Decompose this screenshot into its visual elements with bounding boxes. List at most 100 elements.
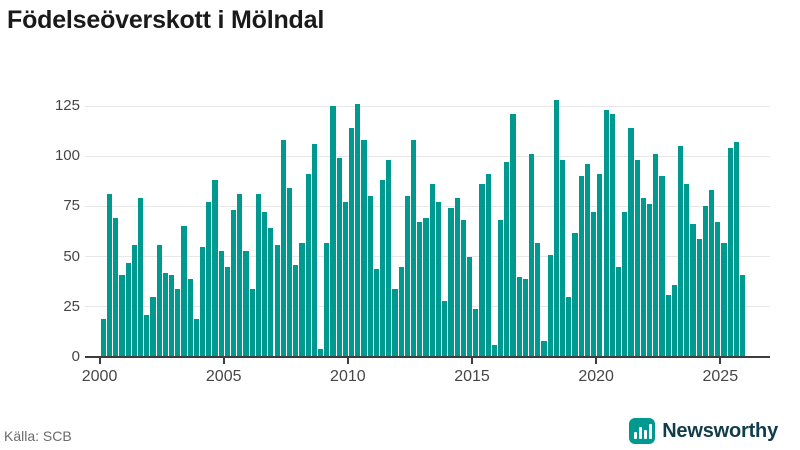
bar — [653, 154, 659, 357]
bar — [268, 228, 274, 357]
bar — [411, 140, 417, 357]
y-axis-label: 50 — [63, 247, 80, 265]
bar — [398, 266, 404, 357]
bar — [168, 274, 175, 357]
bar — [591, 212, 597, 357]
bar — [113, 218, 119, 357]
bar — [740, 274, 746, 357]
bar — [733, 142, 740, 357]
bar — [119, 274, 125, 357]
axis-tick — [98, 358, 101, 364]
x-axis-label: 2015 — [454, 368, 490, 385]
bar — [286, 188, 293, 357]
bar — [547, 254, 553, 357]
bar — [361, 140, 367, 357]
bar — [249, 288, 255, 357]
bar — [609, 114, 615, 357]
y-axis-label: 75 — [63, 197, 80, 215]
bar — [597, 174, 603, 357]
bar — [293, 264, 299, 357]
bar — [479, 184, 485, 357]
bar — [125, 262, 131, 357]
bar — [677, 146, 684, 357]
bar — [442, 300, 448, 357]
bar — [646, 204, 653, 357]
bar — [615, 266, 622, 357]
bar — [460, 220, 466, 357]
bar — [137, 198, 144, 357]
axis-baseline — [85, 356, 770, 358]
y-axis-label: 100 — [54, 147, 80, 165]
bar — [721, 242, 727, 357]
newsworthy-logo[interactable]: Newsworthy — [629, 418, 778, 444]
bar — [491, 344, 497, 357]
bar — [181, 226, 187, 357]
axis-tick — [595, 358, 598, 364]
gridline — [85, 155, 770, 157]
bar — [473, 308, 479, 357]
bar — [243, 250, 249, 357]
bar — [553, 99, 560, 357]
bar — [628, 128, 634, 357]
bar — [535, 242, 541, 357]
bar — [175, 288, 181, 357]
bar — [262, 212, 268, 357]
x-axis-label: 2025 — [702, 368, 739, 385]
bar — [684, 184, 690, 357]
axis-tick — [222, 358, 225, 364]
bar — [454, 198, 460, 357]
bar — [516, 276, 522, 357]
bar — [200, 246, 206, 357]
bar — [634, 160, 640, 357]
bar — [584, 164, 591, 357]
x-axis-label: 2020 — [578, 368, 614, 385]
bar — [423, 218, 429, 357]
bar — [156, 244, 162, 357]
bar — [106, 194, 113, 357]
bar — [355, 103, 361, 357]
bar — [497, 220, 504, 357]
bar — [417, 222, 423, 357]
bar — [100, 318, 106, 357]
bar — [324, 242, 330, 357]
bar — [231, 210, 237, 357]
bar — [336, 158, 342, 357]
bar — [206, 202, 212, 357]
bar — [144, 314, 150, 357]
x-axis-label: 2005 — [205, 368, 242, 385]
bar — [212, 180, 218, 357]
axis-tick — [471, 358, 473, 364]
bar — [187, 278, 193, 357]
bar — [640, 198, 646, 357]
source-note: Källa: SCB — [4, 428, 72, 444]
bar — [665, 294, 671, 357]
bar — [541, 340, 547, 357]
bar — [380, 180, 386, 357]
bar — [237, 194, 243, 357]
bar — [560, 160, 566, 357]
bar — [193, 318, 199, 357]
bar — [578, 176, 584, 357]
bar — [349, 128, 355, 357]
bar — [504, 162, 510, 357]
bar — [696, 238, 702, 357]
bar — [330, 106, 336, 357]
bar — [218, 250, 224, 357]
bar — [299, 242, 305, 357]
bar-chart-icon — [629, 418, 656, 444]
bar — [373, 268, 380, 357]
bar — [435, 202, 442, 357]
y-axis-label: 0 — [71, 348, 80, 365]
bar — [690, 224, 696, 357]
x-axis-label: 2010 — [330, 368, 366, 385]
y-axis-label: 125 — [54, 97, 80, 114]
bar — [342, 202, 348, 357]
bar — [715, 222, 721, 357]
bar — [404, 196, 411, 357]
bar — [150, 296, 156, 357]
bar — [274, 244, 280, 357]
bar — [392, 288, 398, 357]
bar — [448, 208, 454, 357]
